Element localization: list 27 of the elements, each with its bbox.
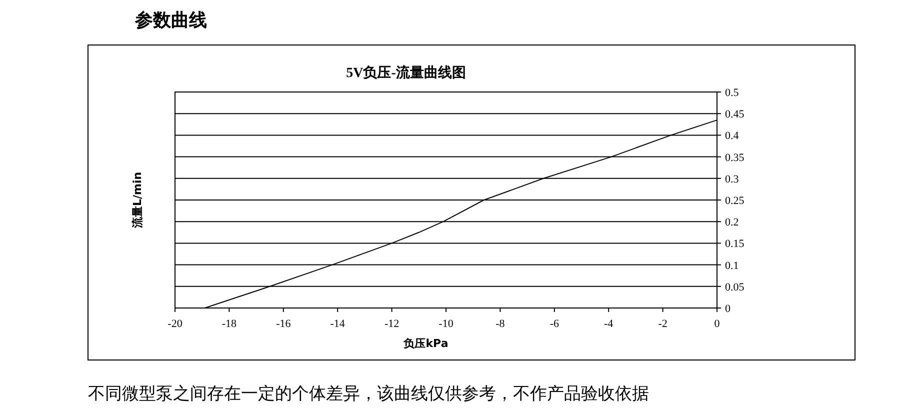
y-tick-label: 0.45: [725, 108, 745, 121]
y-tick-label: 0.3: [725, 173, 740, 186]
x-tick-label: -10: [438, 318, 454, 330]
y-tick-label: 0.2: [725, 216, 739, 229]
x-tick-label: -18: [222, 318, 238, 330]
text: 不同微型泵之间存在一定的个体差异，该曲线仅供参考，不作产品验收依据: [88, 384, 649, 404]
y-tick-label: 0.35: [725, 152, 745, 164]
x-tick-label: -6: [550, 318, 560, 330]
chart-title: 5V负压-流量曲线图: [346, 64, 466, 81]
y-tick-label: 0.1: [725, 260, 739, 272]
y-tick-label: 0.15: [725, 238, 745, 250]
x-tick-label: -14: [330, 318, 346, 330]
y-tick-label: 0.5: [725, 87, 740, 99]
text: 参数曲线: [134, 10, 207, 31]
x-tick-label: -8: [496, 318, 506, 330]
y-tick-label: 0.25: [725, 195, 745, 207]
y-tick-label: 0.4: [725, 130, 740, 142]
y-tick-label: 0.05: [725, 281, 745, 294]
y-tick-label: 0: [725, 303, 731, 315]
x-tick-label: -4: [604, 318, 614, 330]
x-tick-label: -12: [384, 318, 400, 330]
y-axis-title: 流量L/min: [131, 172, 144, 230]
x-tick-label: 0: [714, 318, 720, 330]
x-tick-label: -16: [276, 318, 292, 330]
x-tick-label: -20: [168, 318, 183, 330]
x-axis-title: 负压kPa: [402, 337, 448, 350]
x-tick-label: -2: [658, 318, 668, 330]
